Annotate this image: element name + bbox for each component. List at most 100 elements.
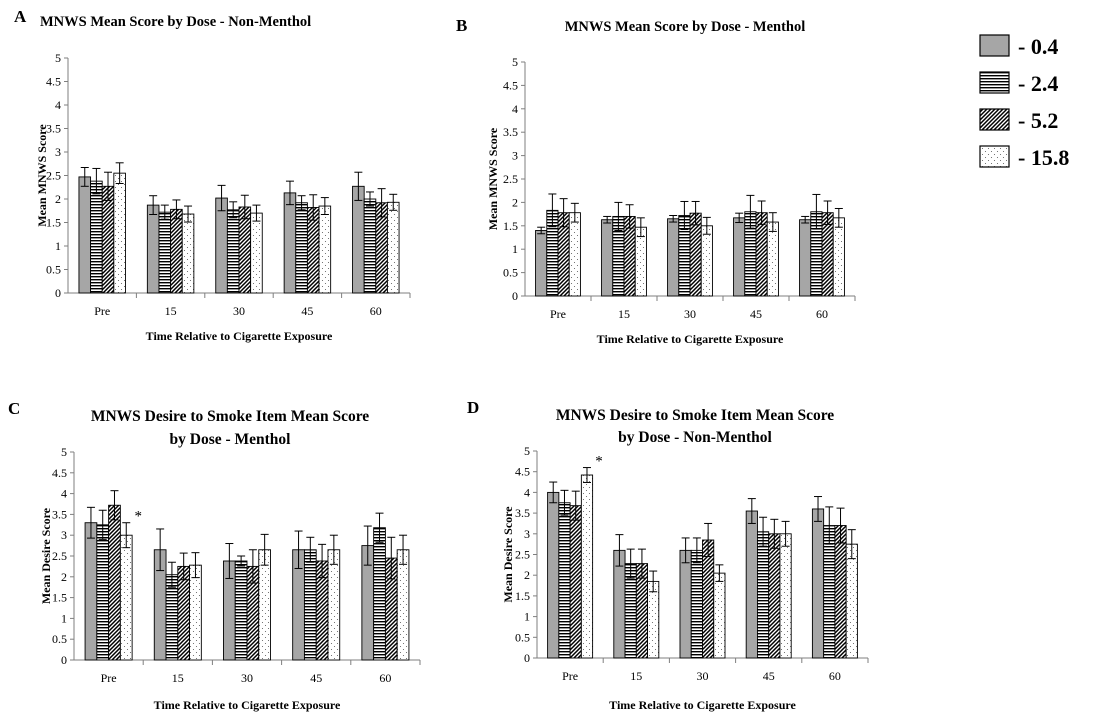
y-tick-label: 4.5 — [515, 465, 530, 479]
x-axis-title: Time Relative to Cigarette Exposure — [154, 698, 341, 712]
y-tick-label: 0 — [55, 286, 61, 300]
bar — [768, 533, 781, 659]
y-tick-label: 2 — [55, 192, 61, 206]
bar — [689, 212, 702, 297]
y-tick-label: 2.5 — [503, 172, 518, 186]
chart-title: MNWS Desire to Smoke Item Mean Score — [91, 408, 369, 425]
legend-label: - 15.8 — [1018, 145, 1069, 170]
bar — [558, 502, 571, 659]
y-tick-label: 4 — [524, 485, 530, 499]
bar — [318, 205, 332, 294]
y-tick-label: 1 — [55, 239, 61, 253]
y-tick-label: 1.5 — [503, 219, 518, 233]
legend-swatch — [979, 34, 1010, 57]
y-tick-label: 2.5 — [515, 548, 530, 562]
x-tick-label: 45 — [310, 671, 322, 685]
bar — [90, 180, 103, 294]
x-tick-label: 45 — [763, 669, 775, 683]
bar — [101, 185, 115, 294]
bar — [146, 204, 160, 294]
legend-swatch — [979, 108, 1010, 131]
x-tick-label: 45 — [301, 304, 313, 318]
x-tick-label: 15 — [165, 304, 177, 318]
x-tick-label: 45 — [750, 307, 762, 321]
y-tick-label: 3.5 — [503, 125, 518, 139]
significance-marker: * — [595, 454, 603, 470]
significance-marker: * — [134, 509, 142, 525]
y-tick-label: 0 — [524, 651, 530, 665]
chart-panel-d: D MNWS Desire to Smoke Item Mean Score by … — [467, 398, 869, 712]
bar — [779, 533, 792, 659]
bar — [690, 549, 703, 659]
bar — [647, 580, 660, 659]
bar — [568, 212, 581, 297]
x-tick-label: 15 — [618, 307, 630, 321]
legend-item: - 15.8 — [979, 145, 1069, 170]
bar — [845, 543, 858, 659]
panel-letter: C — [8, 399, 20, 418]
bar — [569, 505, 582, 659]
y-tick-label: 4.5 — [46, 75, 61, 89]
bar — [181, 213, 195, 294]
chart-title: by Dose - Menthol — [170, 431, 292, 448]
bar — [234, 560, 248, 661]
y-axis-title: Mean Desire Score — [501, 506, 515, 603]
bar — [832, 217, 845, 297]
bar — [634, 226, 647, 297]
y-tick-label: 1.5 — [515, 589, 530, 603]
x-tick-label: 15 — [630, 669, 642, 683]
y-tick-label: 2 — [524, 568, 530, 582]
y-tick-label: 1 — [512, 242, 518, 256]
y-tick-label: 2 — [61, 570, 67, 584]
y-tick-label: 0.5 — [515, 630, 530, 644]
bar — [258, 549, 271, 661]
y-tick-label: 2.5 — [46, 169, 61, 183]
bar — [834, 525, 847, 659]
legend-swatch — [979, 145, 1010, 168]
bar — [215, 197, 228, 294]
y-tick-label: 0.5 — [46, 263, 61, 277]
x-tick-label: 60 — [816, 307, 828, 321]
x-tick-label: Pre — [101, 671, 117, 685]
bar — [396, 549, 410, 661]
bar — [547, 491, 560, 659]
x-tick-label: 30 — [697, 669, 709, 683]
x-tick-label: Pre — [550, 307, 566, 321]
y-tick-label: 4 — [55, 98, 61, 112]
legend-item: - 2.4 — [979, 71, 1058, 96]
legend-label: - 5.2 — [1018, 108, 1058, 133]
bar — [535, 230, 548, 297]
x-axis-title: Time Relative to Cigarette Exposure — [609, 698, 796, 712]
y-tick-label: 3.5 — [46, 122, 61, 136]
bar — [238, 206, 252, 294]
bar — [733, 217, 746, 297]
legend-label: - 2.4 — [1018, 71, 1058, 96]
bar — [667, 218, 680, 297]
x-tick-label: 30 — [233, 304, 245, 318]
panel-letter: D — [467, 398, 479, 417]
panel-letter: A — [14, 7, 27, 26]
y-tick-label: 5 — [55, 51, 61, 65]
y-axis-title: Mean MNWS Score — [486, 127, 500, 230]
y-tick-label: 1 — [61, 611, 67, 625]
x-tick-label: 60 — [829, 669, 841, 683]
bar — [352, 185, 365, 294]
bar — [96, 524, 110, 661]
y-tick-label: 3.5 — [52, 507, 67, 521]
y-tick-label: 2.5 — [52, 549, 67, 563]
legend-item: - 0.4 — [979, 34, 1058, 59]
x-tick-label: 60 — [370, 304, 382, 318]
bar — [823, 525, 836, 659]
y-tick-label: 0.5 — [503, 266, 518, 280]
y-tick-label: 1.5 — [52, 591, 67, 605]
y-tick-label: 0 — [512, 289, 518, 303]
panel-letter: B — [456, 16, 467, 35]
bar — [373, 527, 386, 661]
bar — [386, 201, 400, 294]
bar — [766, 221, 779, 297]
y-tick-label: 5 — [512, 55, 518, 69]
y-tick-label: 0.5 — [52, 632, 67, 646]
bar — [283, 192, 297, 294]
y-tick-label: 4.5 — [503, 78, 518, 92]
